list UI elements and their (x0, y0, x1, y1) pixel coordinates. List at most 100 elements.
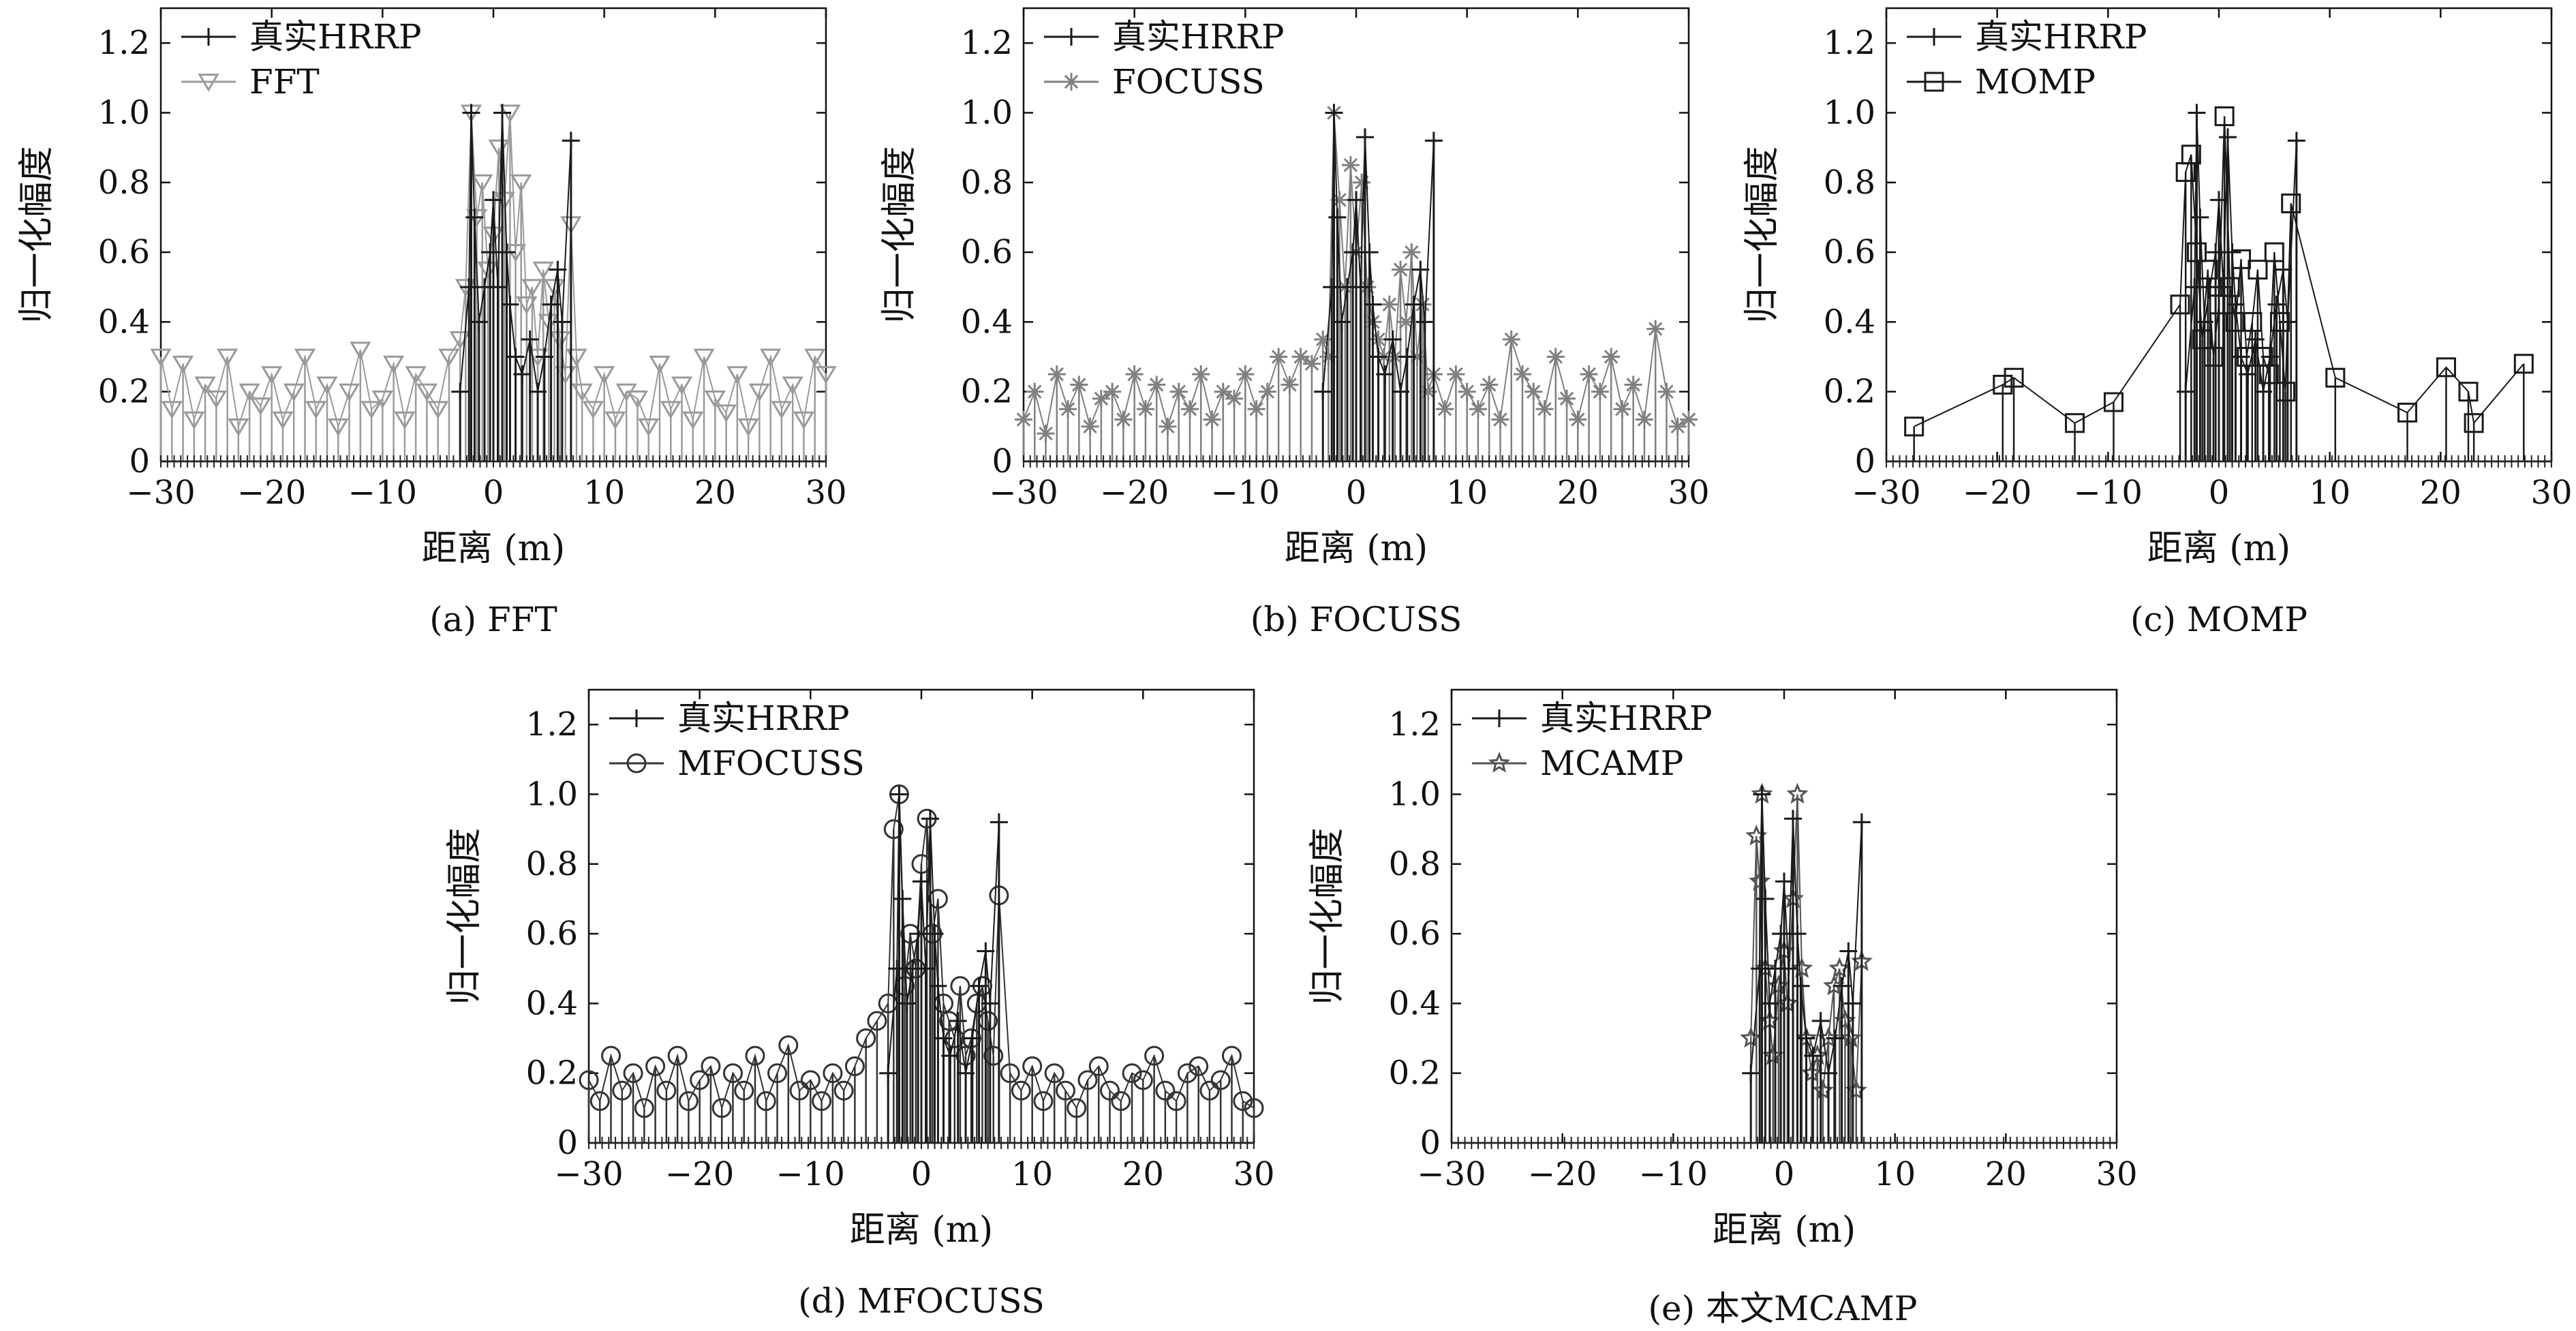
data-point (2226, 295, 2245, 313)
data-point (1000, 1063, 1020, 1084)
data-point (1591, 382, 1609, 401)
chart-panel-a: −30 −20 −10 0 10 20 30 0 0.2 0.4 0.6 0.8 1.0 1.2 距离 (m… (16, 7, 847, 569)
data-point (1843, 994, 1862, 1013)
data-point (1011, 1080, 1031, 1101)
data-point (228, 418, 249, 437)
data-point (1302, 354, 1321, 373)
x-axis-label: 距离 (m) (1713, 1210, 1856, 1251)
data-point (1514, 365, 1531, 384)
data-point (405, 366, 427, 384)
y-tick-label: 0 (557, 1124, 578, 1162)
legend-marker (200, 28, 217, 46)
data-point (1148, 376, 1166, 394)
data-point (682, 411, 704, 430)
data-point (582, 401, 604, 419)
x-tick-label: −10 (2074, 474, 2143, 512)
data-point (305, 401, 327, 419)
legend-label: FOCUSS (1112, 62, 1265, 102)
data-point (553, 313, 571, 331)
y-axis-label: 归一化幅度 (1307, 827, 1348, 1005)
x-tick-label: 10 (583, 474, 625, 512)
data-point (1458, 382, 1476, 401)
data-point (1351, 278, 1370, 296)
data-point (941, 1047, 960, 1065)
legend-label: MOMP (1975, 62, 2096, 102)
caption-d: (d) MFOCUSS (798, 1281, 1045, 1321)
x-tick-label: −10 (348, 474, 417, 512)
data-point (890, 785, 908, 804)
data-point (472, 174, 493, 193)
data-point (722, 1063, 743, 1084)
x-tick-label: 10 (1874, 1155, 1916, 1193)
data-point (1353, 173, 1371, 192)
data-point (1244, 1098, 1264, 1118)
data-point (1114, 410, 1133, 429)
data-point (793, 411, 815, 430)
data-point (571, 383, 593, 402)
data-point (1480, 376, 1499, 394)
x-tick-label: 30 (1233, 1155, 1274, 1193)
data-point (760, 348, 782, 367)
data-point (1199, 1080, 1220, 1101)
data-point (2198, 260, 2218, 280)
chart-panel-c: −30 −20 −10 0 10 20 30 0 0.2 0.4 0.6 0.8 1.0 1.2 距离 (m… (1742, 7, 2573, 569)
series-fft (150, 104, 837, 461)
x-tick-label: −30 (989, 474, 1058, 512)
zero-baseline-markers (1023, 455, 1689, 468)
y-tick-label: 0.4 (526, 984, 578, 1022)
data-point (1826, 1029, 1844, 1047)
legend-label: FFT (249, 62, 320, 102)
y-tick-label: 0.2 (526, 1054, 578, 1092)
data-point (844, 1056, 865, 1076)
legend-marker (1924, 72, 1944, 92)
data-point (734, 1080, 754, 1101)
data-point (612, 1080, 632, 1101)
y-tick-label: 0.6 (98, 233, 150, 271)
data-point (2239, 365, 2257, 384)
data-point (2191, 208, 2209, 226)
data-point (1558, 389, 1576, 408)
data-point (1788, 925, 1807, 943)
data-point (371, 391, 393, 409)
data-point (1624, 376, 1642, 394)
y-tick-label: 0.2 (98, 373, 150, 411)
data-point (626, 391, 649, 409)
data-point (2278, 313, 2297, 331)
data-point (1398, 348, 1416, 366)
y-axis-label: 归一化幅度 (879, 146, 920, 323)
data-point (1225, 389, 1244, 408)
data-point (1491, 410, 1509, 429)
y-tick-label: 0.2 (961, 373, 1013, 411)
data-point (538, 313, 559, 333)
zero-baseline-markers (1451, 1137, 2117, 1149)
data-point (1424, 132, 1443, 150)
data-point (1258, 382, 1276, 401)
data-point (1613, 400, 1631, 418)
data-point (1341, 156, 1360, 174)
zero-baseline-markers (588, 1137, 1255, 1149)
chart-panel-b: −30 −20 −10 0 10 20 30 0 0.2 0.4 0.6 0.8 1.0 1.2 距离 (m… (879, 7, 1710, 569)
data-point (2254, 382, 2273, 401)
data-point (1214, 382, 1232, 401)
data-point (2242, 311, 2263, 332)
data-point (594, 366, 615, 384)
x-tick-label: −20 (1963, 474, 2031, 512)
data-point (1364, 295, 1382, 313)
x-tick-label: 0 (911, 1155, 932, 1193)
x-tick-label: −20 (1528, 1155, 1597, 1193)
data-point (465, 208, 484, 226)
y-axis-label: 归一化幅度 (16, 146, 57, 323)
x-tick-label: 30 (805, 474, 846, 512)
data-point (957, 1064, 975, 1082)
data-point (1535, 400, 1554, 418)
data-point (2513, 354, 2534, 374)
data-point (283, 383, 305, 402)
data-point (1411, 260, 1430, 279)
data-point (2223, 243, 2241, 262)
y-tick-label: 1.0 (98, 93, 150, 132)
data-point (1820, 1064, 1838, 1082)
data-point (501, 295, 519, 313)
data-point (748, 383, 771, 402)
data-point (963, 1029, 981, 1047)
data-point (1852, 813, 1871, 831)
